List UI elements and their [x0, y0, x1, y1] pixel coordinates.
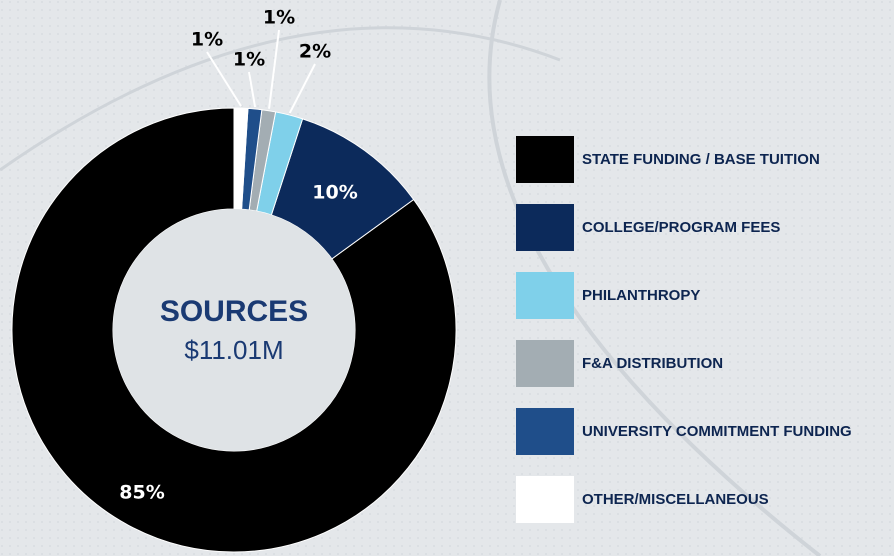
- decor-line: [0, 26, 561, 172]
- legend-label: F&A DISTRIBUTION: [582, 355, 723, 372]
- legend-label: STATE FUNDING / BASE TUITION: [582, 151, 820, 168]
- center-value: $11.01M: [184, 335, 283, 365]
- data-label: 1%: [233, 49, 265, 71]
- data-label: 10%: [312, 182, 357, 204]
- legend-swatch: [516, 408, 574, 455]
- legend-label: PHILANTHROPY: [582, 287, 700, 304]
- legend-swatch: [516, 204, 574, 251]
- data-label: 1%: [191, 29, 223, 51]
- leader-line: [288, 63, 316, 114]
- legend: STATE FUNDING / BASE TUITION COLLEGE/PROG…: [516, 136, 852, 523]
- legend-label: COLLEGE/PROGRAM FEES: [582, 219, 780, 236]
- data-label: 2%: [299, 41, 331, 63]
- legend-swatch: [516, 272, 574, 319]
- leader-line: [206, 51, 242, 107]
- data-label: 1%: [263, 7, 295, 29]
- leader-line: [268, 29, 280, 109]
- legend-label: UNIVERSITY COMMITMENT FUNDING: [582, 423, 852, 440]
- legend-swatch: [516, 136, 574, 183]
- legend-label: OTHER/MISCELLANEOUS: [582, 491, 769, 508]
- labels: 85%10%2%1%1%1%: [119, 7, 357, 504]
- donut: [11, 107, 457, 553]
- legend-swatch: [516, 340, 574, 387]
- donut-hole: [113, 209, 355, 451]
- leader-line: [248, 71, 257, 108]
- center-title: SOURCES: [160, 295, 308, 328]
- data-label: 85%: [119, 482, 164, 504]
- legend-swatch: [516, 476, 574, 523]
- decor-line: [487, 0, 822, 556]
